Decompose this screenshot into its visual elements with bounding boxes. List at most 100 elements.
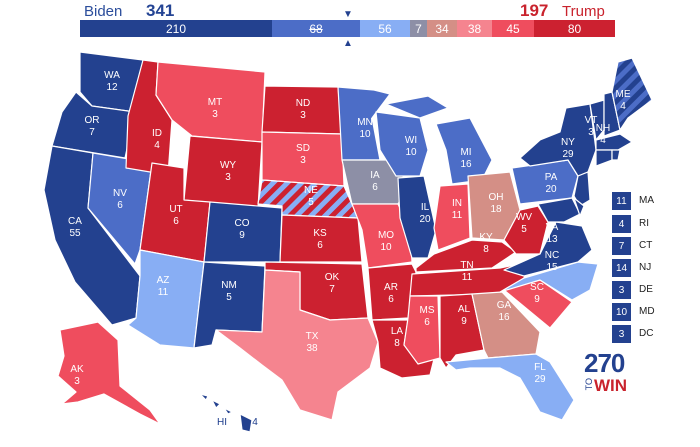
270towin-logo[interactable]: 270 TO WIN (584, 348, 644, 395)
label-id-abbr: ID (152, 128, 162, 139)
small-state-abbr: CT (639, 240, 653, 251)
state-hi[interactable] (199, 393, 253, 433)
label-la-abbr: LA (391, 326, 404, 337)
label-ks-ev: 6 (317, 240, 323, 251)
label-nm-abbr: NM (221, 280, 237, 291)
label-id-ev: 4 (154, 140, 160, 151)
state-ak[interactable] (57, 321, 161, 425)
label-mn-abbr: MN (357, 117, 373, 128)
label-or-abbr: OR (85, 115, 100, 126)
small-state-md[interactable]: 10 MD (612, 303, 692, 321)
label-mo-abbr: MO (378, 230, 394, 241)
label-nc-ev: 15 (546, 262, 558, 273)
state-ri[interactable] (611, 149, 621, 161)
label-va-ev: 13 (546, 234, 558, 245)
small-state-nj[interactable]: 14 NJ (612, 259, 692, 277)
small-state-ev: 4 (612, 215, 631, 233)
state-md[interactable] (537, 197, 581, 223)
label-ky-ev: 8 (483, 244, 489, 255)
label-ak-abbr: AK (70, 364, 84, 375)
rep-candidate-name: Trump (562, 3, 605, 20)
bar-segment-lean-d: 56 (360, 20, 410, 37)
state-nj[interactable] (573, 171, 591, 207)
label-ny-abbr: NY (561, 137, 575, 148)
small-state-ma[interactable]: 11 MA (612, 192, 692, 210)
state-ky[interactable] (415, 239, 517, 273)
state-ks[interactable] (279, 214, 363, 263)
label-ca-ev: 55 (69, 228, 81, 239)
label-tx-abbr: TX (306, 331, 319, 342)
bar-segment-safe-r: 80 (534, 20, 615, 37)
label-me-ev: 4 (620, 101, 626, 112)
small-state-abbr: DE (639, 284, 653, 295)
state-nc[interactable] (499, 261, 599, 301)
small-state-abbr: NJ (639, 262, 652, 273)
label-ut-ev: 6 (173, 216, 179, 227)
label-fl-ev: 29 (534, 374, 546, 385)
state-de[interactable] (573, 197, 585, 217)
logo-number: 270 (584, 348, 625, 378)
label-nv-ev: 6 (117, 200, 123, 211)
state-ct[interactable] (595, 149, 613, 167)
label-la-ev: 8 (394, 338, 400, 349)
label-wv-ev: 5 (521, 224, 527, 235)
label-pa-ev: 20 (545, 184, 557, 195)
label-co-abbr: CO (235, 218, 250, 229)
label-al-ev: 9 (461, 316, 467, 327)
label-ak-ev: 3 (74, 376, 80, 387)
label-sc-abbr: SC (530, 282, 544, 293)
state-az[interactable] (127, 249, 205, 349)
label-ms-abbr: MS (420, 305, 435, 316)
state-ms[interactable] (403, 295, 441, 365)
label-tn-abbr: TN (460, 260, 473, 271)
bar-segment-likely-r: 45 (492, 20, 534, 37)
state-va[interactable] (503, 221, 593, 277)
label-mt-ev: 3 (212, 109, 218, 120)
label-ar-abbr: AR (384, 282, 398, 293)
state-wy[interactable] (183, 135, 263, 209)
label-wi-abbr: WI (405, 135, 417, 146)
label-or-ev: 7 (89, 127, 95, 138)
small-state-abbr: MA (639, 195, 654, 206)
logo-to: TO (584, 378, 594, 391)
state-ma[interactable] (595, 133, 633, 151)
label-nm-ev: 5 (226, 292, 232, 303)
label-az-ev: 11 (158, 287, 169, 298)
label-ga-ev: 16 (498, 312, 510, 323)
label-wi-ev: 10 (405, 147, 417, 158)
state-tx[interactable] (215, 269, 379, 421)
state-labels: WA 12 OR 7 CA 55 NV 6 ID 4 MT 3 WY 3 UT … (68, 70, 631, 428)
label-al-abbr: AL (458, 304, 471, 315)
midpoint-up-arrow-icon: ▲ (343, 38, 353, 49)
state-fl[interactable] (445, 353, 575, 421)
tally-header: Biden 341 197 Trump ▼ 210 68 56 7 34 38 … (0, 0, 700, 49)
label-ia-abbr: IA (370, 170, 380, 181)
label-nh-abbr: NH (596, 123, 610, 134)
label-ne-ev: 5 (308, 197, 314, 208)
label-il-abbr: IL (421, 202, 430, 213)
label-nd-ev: 3 (300, 110, 306, 121)
label-sd-abbr: SD (296, 143, 310, 154)
small-state-ri[interactable]: 4 RI (612, 215, 692, 233)
label-oh-ev: 18 (490, 204, 502, 215)
small-state-abbr: DC (639, 328, 654, 339)
small-state-ev: 14 (612, 259, 631, 277)
label-tn-ev: 11 (462, 272, 473, 283)
small-state-de[interactable]: 3 DE (612, 281, 692, 299)
small-state-dc[interactable]: 3 DC (612, 325, 692, 343)
us-electoral-map: WA 12 OR 7 CA 55 NV 6 ID 4 MT 3 WY 3 UT … (43, 51, 653, 433)
label-mo-ev: 10 (380, 242, 392, 253)
small-state-ct[interactable]: 7 CT (612, 237, 692, 255)
label-fl-abbr: FL (534, 362, 546, 373)
label-wa-ev: 12 (106, 82, 118, 93)
label-hi-ev: 4 (252, 417, 258, 428)
label-az-abbr: AZ (157, 275, 170, 286)
label-ms-ev: 6 (424, 317, 430, 328)
bar-segment-tilt-d: 7 (410, 20, 427, 37)
label-sc-ev: 9 (534, 294, 540, 305)
state-mo[interactable] (351, 203, 413, 269)
state-me[interactable] (611, 57, 653, 131)
label-pa-abbr: PA (545, 172, 558, 183)
label-mi-abbr: MI (460, 147, 471, 158)
state-in[interactable] (433, 183, 471, 251)
